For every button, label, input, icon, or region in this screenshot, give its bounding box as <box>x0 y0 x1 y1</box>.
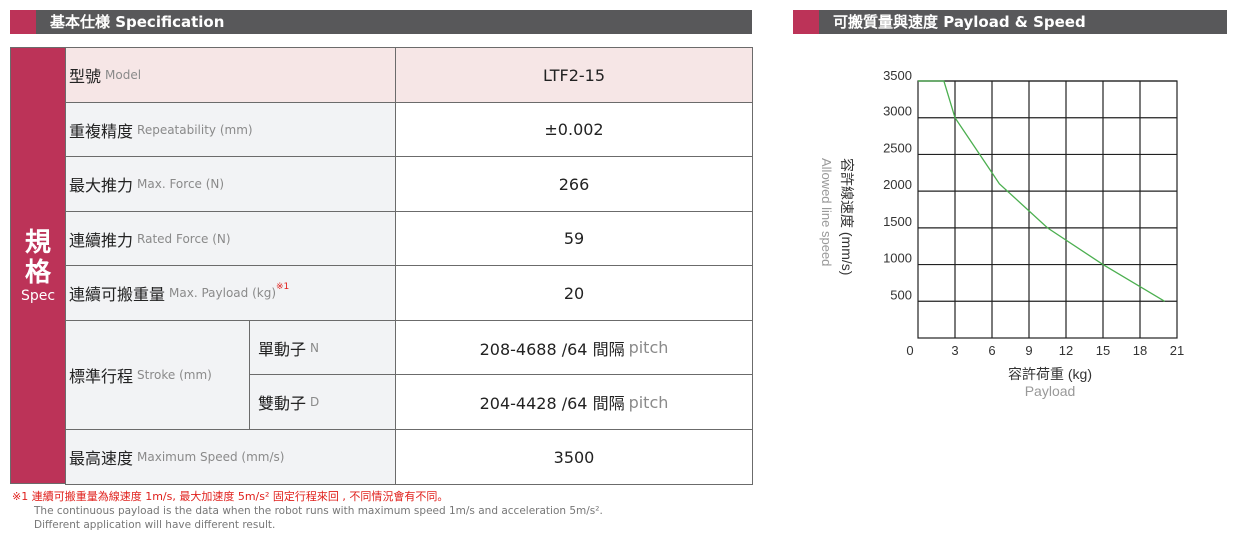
value-text: 3500 <box>553 447 595 467</box>
y-axis-label-en: Allowed line speed <box>819 158 834 266</box>
x-tick-label: 15 <box>1096 343 1110 358</box>
row-value: 3500 <box>395 429 753 485</box>
x-tick-label: 6 <box>988 343 995 358</box>
x-axis-label: 容許荷重 (kg) <box>1008 366 1092 382</box>
stroke-value: 208-4688 /64 間隔 pitch <box>395 320 753 375</box>
value-text: ±0.002 <box>544 120 604 139</box>
x-tick-label: 0 <box>906 343 913 358</box>
value-text: 208-4688 /64 間隔 <box>479 339 625 359</box>
footnote-marker: ※1 <box>276 282 290 292</box>
y-axis-label: 容許線速度 (mm/s) <box>839 158 855 275</box>
label-zh: 雙動子 <box>258 394 307 413</box>
value-text: LTF2-15 <box>543 65 605 85</box>
label-en: Repeatability (mm) <box>137 122 253 137</box>
value-text: 20 <box>563 283 585 303</box>
y-tick-label: 3500 <box>883 68 912 83</box>
label-zh: 連續推力 <box>69 230 134 250</box>
row-value: 266 <box>395 156 753 212</box>
spec-header: 基本仕様 Specification <box>10 10 752 34</box>
label-en: Maximum Speed (mm/s) <box>137 450 285 464</box>
row-label: 重複精度 Repeatability (mm) <box>65 102 396 157</box>
spec-group-label: 規 格 Spec <box>10 47 66 484</box>
y-tick-label: 500 <box>890 287 912 302</box>
footnote-en-1: The continuous payload is the data when … <box>34 505 603 517</box>
stroke-sub-label: 單動子 N <box>249 320 396 375</box>
row-value: 59 <box>395 211 753 266</box>
row-value: 20 <box>395 265 753 321</box>
label-en: D <box>310 395 320 409</box>
footnote-zh: ※1 連續可搬重量為線速度 1m/s, 最大加速度 5m/s² 固定行程來回 ,… <box>12 490 449 503</box>
value-text: 204-4428 /64 間隔 <box>479 394 625 413</box>
label-en: Model <box>105 68 142 82</box>
x-tick-label: 12 <box>1059 343 1073 358</box>
spec-title: 基本仕様 Specification <box>50 13 225 31</box>
y-tick-label: 3000 <box>883 104 912 119</box>
row-label: 最大推力 Max. Force (N) <box>65 156 396 212</box>
label-zh: 單動子 <box>258 339 307 359</box>
x-tick-label: 21 <box>1170 343 1184 358</box>
header-accent <box>10 10 36 34</box>
chart-title: 可搬質量與速度 Payload & Speed <box>833 13 1086 31</box>
row-label: 連續推力 Rated Force (N) <box>65 211 396 266</box>
stroke-sub-label: 雙動子 D <box>249 374 396 430</box>
row-label: 最高速度 Maximum Speed (mm/s) <box>65 429 396 485</box>
label-zh: 型號 <box>69 67 102 86</box>
y-tick-label: 2500 <box>883 140 912 155</box>
x-tick-label: 18 <box>1133 343 1147 358</box>
label-zh: 最高速度 <box>69 449 134 468</box>
label-en: Max. Payload (kg) <box>169 286 276 300</box>
y-tick-label: 1500 <box>883 214 912 229</box>
label-zh: 最大推力 <box>69 176 134 195</box>
unit-text: pitch <box>628 392 669 412</box>
label-zh: 連續可搬重量 <box>69 285 166 304</box>
spec-zh-2: 格 <box>24 257 51 288</box>
row-label: 連續可搬重量 Max. Payload (kg) ※1 <box>65 265 396 321</box>
x-tick-label: 3 <box>951 343 958 358</box>
chart-header: 可搬質量與速度 Payload & Speed <box>793 10 1227 34</box>
value-text: 266 <box>558 174 590 194</box>
header-accent <box>793 10 819 34</box>
speed-curve <box>918 80 1165 302</box>
label-en: Max. Force (N) <box>137 177 225 191</box>
y-tick-label: 2000 <box>883 177 912 192</box>
y-tick-label: 1000 <box>883 251 912 266</box>
label-en: Stroke (mm) <box>137 368 212 382</box>
footnote-en-2: Different application will have differen… <box>34 519 276 531</box>
x-axis-label-en: Payload <box>1025 383 1076 399</box>
label-zh: 標準行程 <box>69 367 134 386</box>
spec-en: Spec <box>20 287 56 304</box>
row-label: 型號 Model <box>65 47 396 103</box>
x-tick-label: 9 <box>1025 343 1032 358</box>
label-en: N <box>310 340 319 355</box>
unit-text: pitch <box>628 338 669 357</box>
plot-frame <box>917 80 1178 339</box>
stroke-label: 標準行程 Stroke (mm) <box>65 320 250 430</box>
label-en: Rated Force (N) <box>137 231 231 246</box>
value-text: 59 <box>563 229 585 248</box>
stroke-value: 204-4428 /64 間隔 pitch <box>395 374 753 430</box>
label-zh: 重複精度 <box>69 121 134 141</box>
row-value: LTF2-15 <box>395 47 753 103</box>
spec-zh-1: 規 <box>24 227 51 258</box>
row-value: ±0.002 <box>395 102 753 157</box>
